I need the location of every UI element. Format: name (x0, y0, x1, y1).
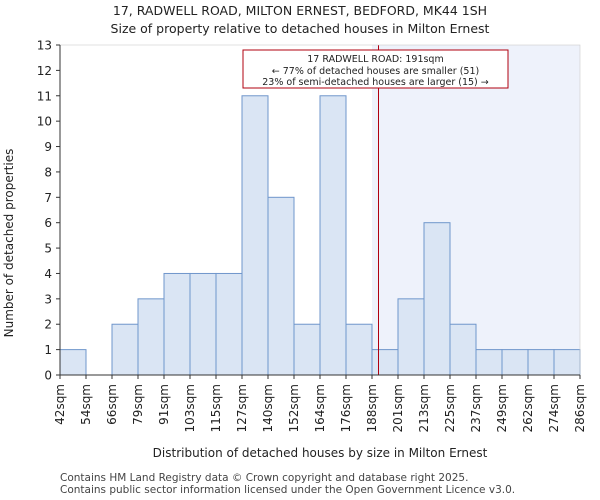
x-tick-label: 66sqm (105, 384, 119, 425)
y-tick-label: 9 (44, 140, 52, 154)
y-tick-label: 5 (44, 242, 52, 256)
bar-188sqm (371, 349, 399, 376)
bar-164sqm (319, 95, 347, 376)
bar-79sqm (137, 298, 165, 376)
bar-213sqm (423, 222, 451, 376)
bar-201sqm (397, 298, 425, 376)
y-tick-label: 6 (44, 216, 52, 230)
x-tick-label: 115sqm (209, 384, 223, 432)
x-tick-label: 91sqm (157, 384, 171, 425)
x-axis-label: Distribution of detached houses by size … (153, 446, 488, 460)
x-tick-label: 79sqm (131, 384, 145, 425)
x-tick-label: 262sqm (521, 384, 535, 432)
x-tick-label: 201sqm (391, 384, 405, 432)
x-tick-label: 42sqm (53, 384, 67, 425)
bar-262sqm (527, 349, 555, 376)
bar-249sqm (501, 349, 529, 376)
bar-91sqm (163, 272, 191, 376)
y-tick-label: 7 (44, 191, 52, 205)
x-tick-label: 127sqm (235, 384, 249, 432)
annotation-box: 17 RADWELL ROAD: 191sqm ← 77% of detache… (242, 49, 509, 89)
bar-274sqm (553, 349, 581, 376)
y-tick-label: 0 (44, 369, 52, 383)
bar-66sqm (111, 323, 139, 376)
y-tick-label: 11 (37, 89, 52, 103)
bar-115sqm (215, 272, 243, 376)
annotation-border (242, 49, 509, 89)
x-tick-label: 188sqm (365, 384, 379, 432)
annotation-line-2: ← 77% of detached houses are smaller (51… (272, 66, 479, 77)
y-tick-label: 4 (44, 267, 52, 281)
x-tick-label: 274sqm (547, 384, 561, 432)
bar-103sqm (189, 272, 217, 376)
bar-225sqm (449, 323, 477, 376)
chart-title: 17, RADWELL ROAD, MILTON ERNEST, BEDFORD… (112, 3, 488, 18)
y-tick-label: 13 (37, 39, 52, 53)
bar-140sqm (267, 196, 295, 376)
bar-42sqm (59, 349, 87, 376)
x-tick-label: 286sqm (573, 384, 587, 432)
bar-127sqm (241, 95, 269, 376)
x-tick-label: 164sqm (313, 384, 327, 432)
y-tick-label: 3 (44, 292, 52, 306)
x-tick-label: 140sqm (261, 384, 275, 432)
bars-group (59, 95, 581, 376)
annotation-line-1: 17 RADWELL ROAD: 191sqm (307, 54, 443, 65)
annotation-line-3: 23% of semi-detached houses are larger (… (262, 77, 489, 88)
x-tick-label: 237sqm (469, 384, 483, 432)
x-ticks-group: 42sqm 54sqm 66sqm 79sqm 91sqm 103sqm 115sqm 127… (53, 375, 587, 432)
x-tick-label: 103sqm (183, 384, 197, 432)
x-tick-label: 225sqm (443, 384, 457, 432)
bar-237sqm (475, 349, 503, 376)
y-tick-label: 10 (37, 115, 52, 129)
x-tick-label: 213sqm (417, 384, 431, 432)
chart-subtitle: Size of property relative to detached ho… (110, 21, 490, 36)
bar-176sqm (345, 323, 373, 376)
y-tick-label: 2 (44, 318, 52, 332)
x-tick-label: 54sqm (79, 384, 93, 425)
x-tick-label: 249sqm (495, 384, 509, 432)
footer-copyright: Contains HM Land Registry data © Crown c… (60, 472, 469, 484)
x-tick-label: 152sqm (287, 384, 301, 432)
y-axis-label: Number of detached properties (2, 149, 16, 338)
x-tick-label: 176sqm (339, 384, 353, 432)
y-tick-label: 12 (37, 64, 52, 78)
y-tick-label: 1 (44, 343, 52, 357)
y-tick-label: 8 (44, 165, 52, 179)
bar-152sqm (293, 323, 321, 376)
footer-licence: Contains public sector information licen… (60, 484, 516, 496)
